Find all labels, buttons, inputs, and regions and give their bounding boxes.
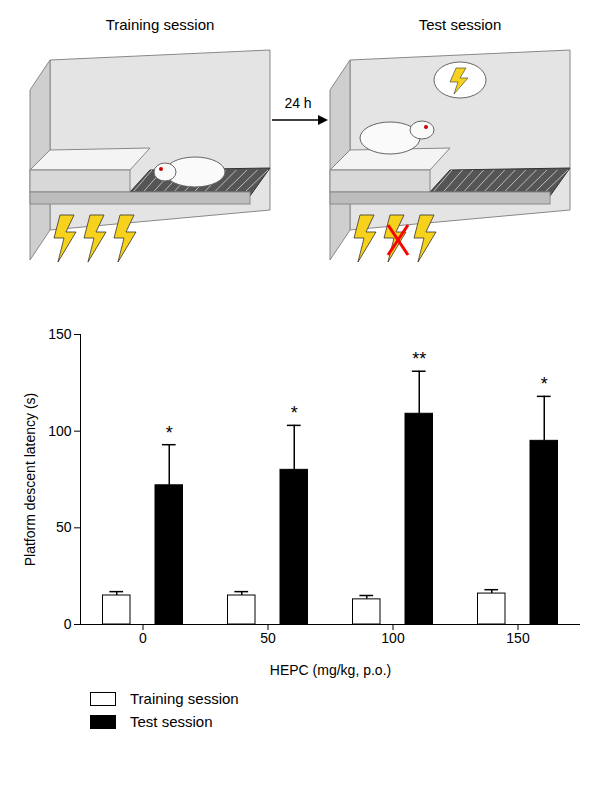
svg-text:HEPC (mg/kg, p.o.): HEPC (mg/kg, p.o.): [270, 662, 391, 678]
svg-text:50: 50: [56, 519, 72, 535]
svg-text:0: 0: [64, 616, 72, 632]
html-text:Training session: Training session: [130, 690, 239, 707]
svg-text:**: **: [412, 349, 426, 369]
html-text:Test session: Test session: [130, 713, 213, 730]
svg-text:Platform descent latency (s): Platform descent latency (s): [22, 393, 38, 567]
svg-text:*: *: [291, 403, 298, 423]
svg-text:150: 150: [48, 326, 72, 342]
svg-text:24 h: 24 h: [284, 95, 311, 111]
svg-text:Test session: Test session: [419, 16, 502, 33]
svg-text:50: 50: [260, 630, 276, 646]
svg-text:*: *: [166, 423, 173, 443]
svg-text:*: *: [541, 374, 548, 394]
svg-text:100: 100: [48, 423, 72, 439]
svg-text:100: 100: [381, 630, 405, 646]
svg-text:Training session: Training session: [106, 16, 215, 33]
svg-text:0: 0: [139, 630, 147, 646]
svg-text:150: 150: [506, 630, 530, 646]
